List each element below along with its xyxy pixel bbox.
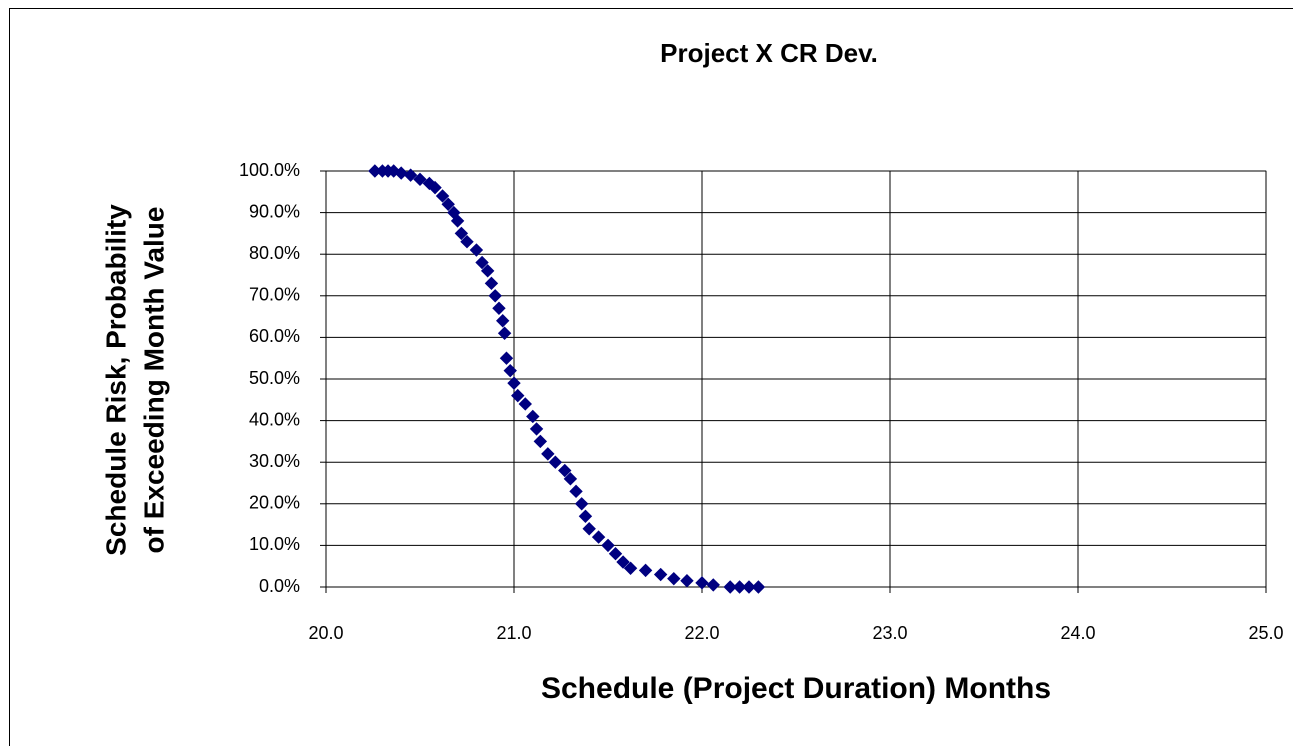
point — [706, 578, 720, 592]
x-tick-label: 23.0 — [872, 623, 907, 643]
x-tick-label: 24.0 — [1060, 623, 1095, 643]
y-tick-label: 100.0% — [239, 160, 300, 180]
point — [492, 301, 506, 315]
point — [460, 235, 474, 249]
y-tick-label: 0.0% — [259, 576, 300, 596]
point — [623, 561, 638, 575]
point — [638, 563, 653, 578]
point — [518, 397, 532, 411]
chart-title: Project X CR Dev. — [660, 38, 878, 68]
point — [441, 197, 455, 211]
point — [480, 264, 495, 278]
y-tick-label: 20.0% — [249, 493, 300, 513]
y-tick-label: 60.0% — [249, 326, 300, 346]
point — [428, 180, 442, 195]
point — [413, 172, 427, 187]
x-tick-label: 20.0 — [308, 623, 343, 643]
point — [526, 409, 540, 424]
point — [403, 168, 418, 182]
point — [742, 580, 756, 594]
y-tick-label: 50.0% — [249, 368, 300, 388]
point — [496, 314, 510, 328]
point — [591, 530, 606, 544]
point — [653, 567, 668, 582]
point — [450, 214, 465, 228]
y-axis-label: of Exceeding Month Value — [138, 207, 169, 554]
y-tick-label: 10.0% — [249, 534, 300, 554]
point — [582, 522, 596, 536]
point — [608, 547, 623, 561]
point — [435, 189, 450, 203]
point — [469, 243, 484, 257]
point — [558, 463, 572, 478]
y-tick-label: 90.0% — [249, 201, 300, 221]
y-tick-label: 80.0% — [249, 243, 300, 263]
x-axis-label: Schedule (Project Duration) Months — [541, 672, 1051, 705]
point — [548, 455, 563, 469]
point — [499, 351, 514, 365]
point — [454, 226, 469, 241]
point — [732, 580, 747, 594]
point — [578, 509, 593, 523]
x-tick-label: 22.0 — [684, 623, 719, 643]
point — [574, 497, 589, 511]
point — [695, 576, 709, 590]
point — [394, 166, 408, 180]
point — [475, 255, 489, 270]
x-tick-label: 25.0 — [1248, 623, 1283, 643]
point — [751, 580, 766, 594]
point — [541, 447, 555, 461]
point — [667, 571, 681, 586]
point — [503, 363, 517, 378]
point — [563, 472, 578, 486]
point — [529, 422, 544, 436]
y-axis-label: Schedule Risk, Probability — [100, 204, 131, 556]
point — [723, 580, 737, 594]
y-tick-label: 30.0% — [249, 451, 300, 471]
point — [488, 289, 502, 303]
point — [511, 388, 525, 403]
point — [601, 538, 615, 553]
point — [484, 276, 499, 291]
y-tick-label: 40.0% — [249, 409, 300, 429]
point — [497, 326, 512, 340]
y-tick-label: 70.0% — [249, 285, 300, 305]
point — [533, 434, 548, 449]
point — [507, 376, 521, 390]
point — [680, 574, 694, 588]
point — [569, 484, 583, 499]
x-tick-label: 21.0 — [496, 623, 531, 643]
point — [616, 555, 630, 569]
